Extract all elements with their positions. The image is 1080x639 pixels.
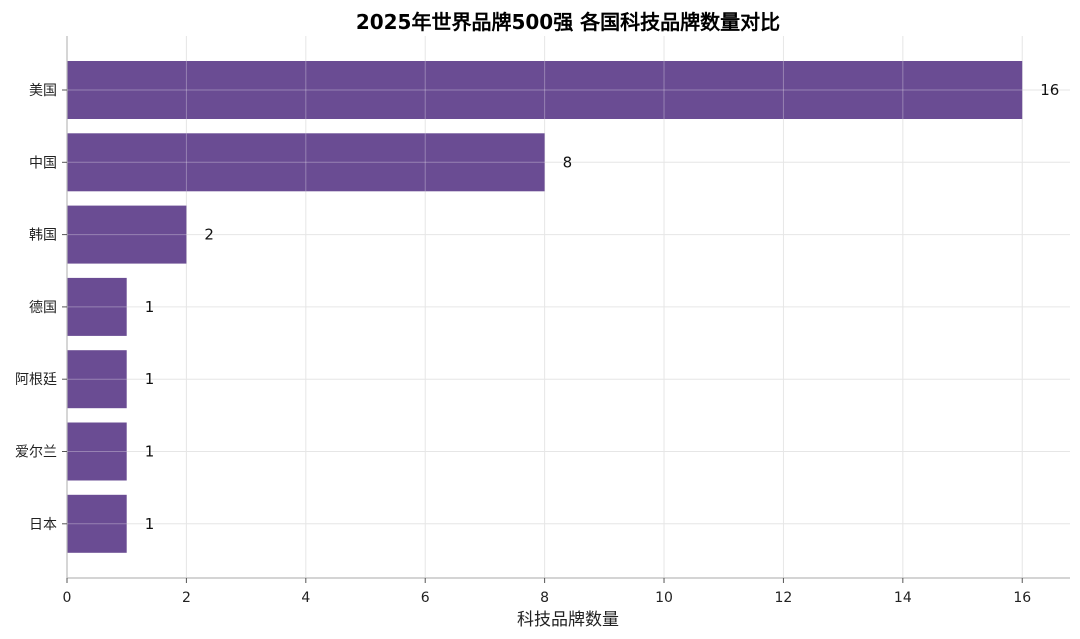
- category-label: 日本: [29, 517, 57, 533]
- data-label: 8: [563, 153, 573, 171]
- x-tick-label: 10: [655, 590, 673, 606]
- x-tick-label: 0: [63, 590, 72, 606]
- bar: [67, 494, 127, 553]
- category-label: 德国: [29, 300, 57, 316]
- x-tick-label: 16: [1013, 590, 1031, 606]
- category-label: 阿根廷: [15, 372, 57, 388]
- bar: [67, 350, 127, 409]
- x-tick-label: 6: [421, 590, 430, 606]
- bar: [67, 277, 127, 336]
- category-label: 美国: [29, 83, 57, 99]
- category-label: 爱尔兰: [15, 445, 57, 461]
- x-axis-title: 科技品牌数量: [517, 610, 619, 630]
- x-tick-label: 14: [894, 590, 912, 606]
- x-tick-label: 12: [775, 590, 793, 606]
- data-label: 1: [145, 443, 155, 461]
- category-label: 韩国: [29, 228, 57, 244]
- bars: [67, 61, 1023, 553]
- bar: [67, 61, 1023, 119]
- data-label: 16: [1040, 81, 1059, 99]
- data-label: 1: [145, 515, 155, 533]
- bar: [67, 422, 127, 481]
- category-label: 中国: [29, 155, 57, 171]
- bar: [67, 133, 545, 192]
- x-tick-label: 2: [182, 590, 191, 606]
- data-label: 1: [145, 370, 155, 388]
- x-tick-label: 8: [540, 590, 549, 606]
- data-label: 2: [204, 226, 214, 244]
- axes: [62, 36, 1070, 583]
- bar: [67, 205, 187, 264]
- chart-title: 2025年世界品牌500强 各国科技品牌数量对比: [356, 10, 780, 34]
- bar-gridlines: [67, 61, 1023, 525]
- x-tick-label: 4: [301, 590, 310, 606]
- data-label: 1: [145, 298, 155, 316]
